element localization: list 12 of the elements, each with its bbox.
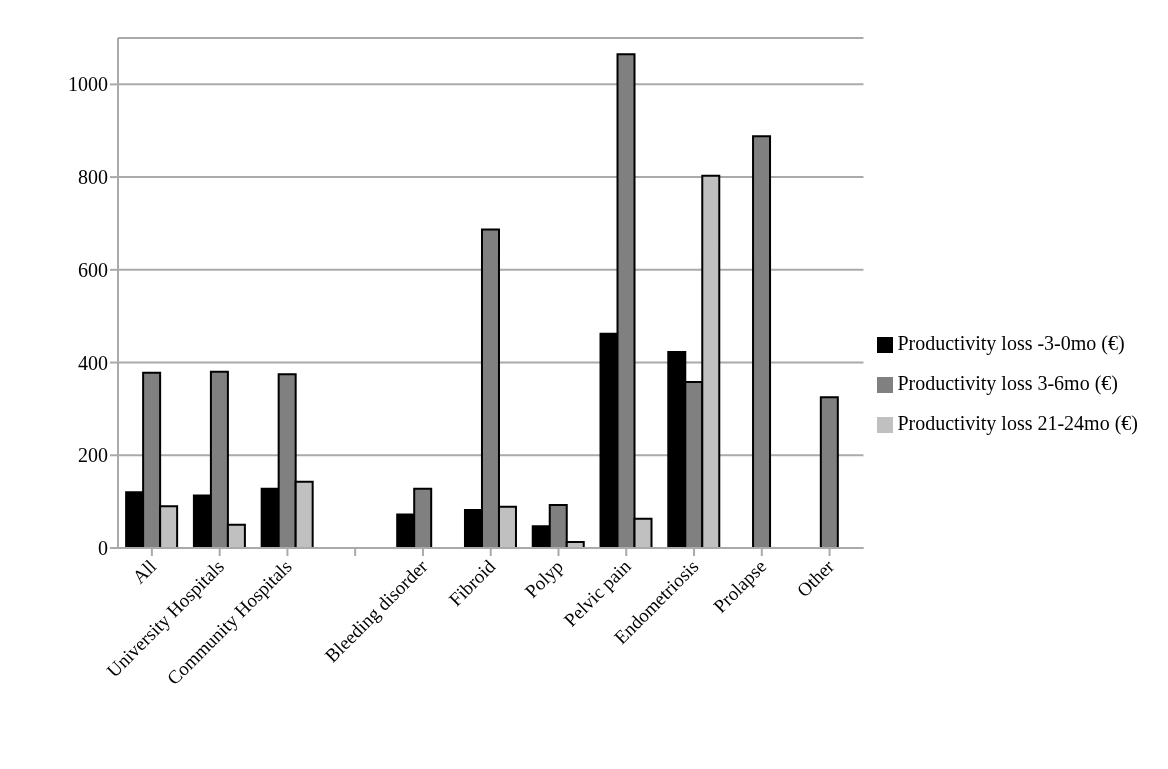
y-tick-label: 1000 [68, 73, 108, 96]
y-tick-label: 200 [78, 444, 108, 467]
legend-label: Productivity loss 21-24mo (€) [897, 412, 1138, 434]
legend-label: Productivity loss -3-0mo (€) [897, 332, 1125, 354]
bar [752, 135, 772, 548]
y-tick-label: 400 [78, 351, 108, 374]
y-tick-label: 0 [98, 537, 108, 560]
y-tick-label: 800 [78, 166, 108, 189]
bar [819, 396, 839, 548]
y-tick-label: 600 [78, 258, 108, 281]
legend-label: Productivity loss 3-6mo (€) [897, 372, 1118, 394]
x-tick-label: All [128, 555, 161, 588]
